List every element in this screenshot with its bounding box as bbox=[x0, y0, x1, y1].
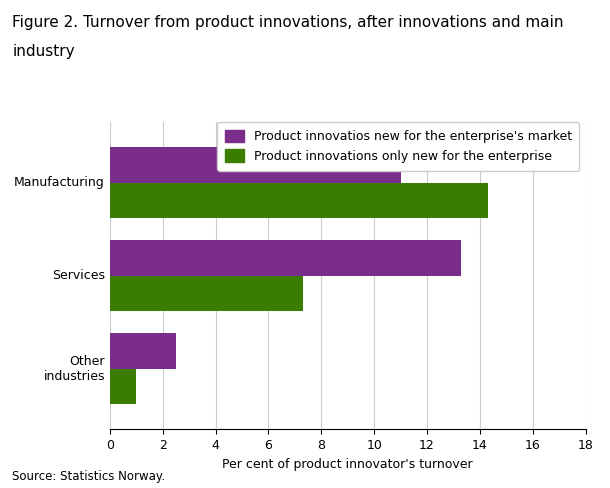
Text: industry: industry bbox=[12, 44, 75, 59]
Text: Source: Statistics Norway.: Source: Statistics Norway. bbox=[12, 470, 165, 483]
X-axis label: Per cent of product innovator's turnover: Per cent of product innovator's turnover bbox=[223, 458, 473, 471]
Bar bbox=[110, 333, 176, 369]
Bar bbox=[110, 369, 136, 404]
Legend: Product innovatios new for the enterprise's market, Product innovations only new: Product innovatios new for the enterpris… bbox=[218, 122, 580, 171]
Bar bbox=[110, 183, 488, 218]
Bar bbox=[110, 276, 303, 311]
Bar bbox=[110, 147, 401, 183]
Text: Figure 2. Turnover from product innovations, after innovations and main: Figure 2. Turnover from product innovati… bbox=[12, 15, 564, 30]
Bar bbox=[110, 240, 461, 276]
